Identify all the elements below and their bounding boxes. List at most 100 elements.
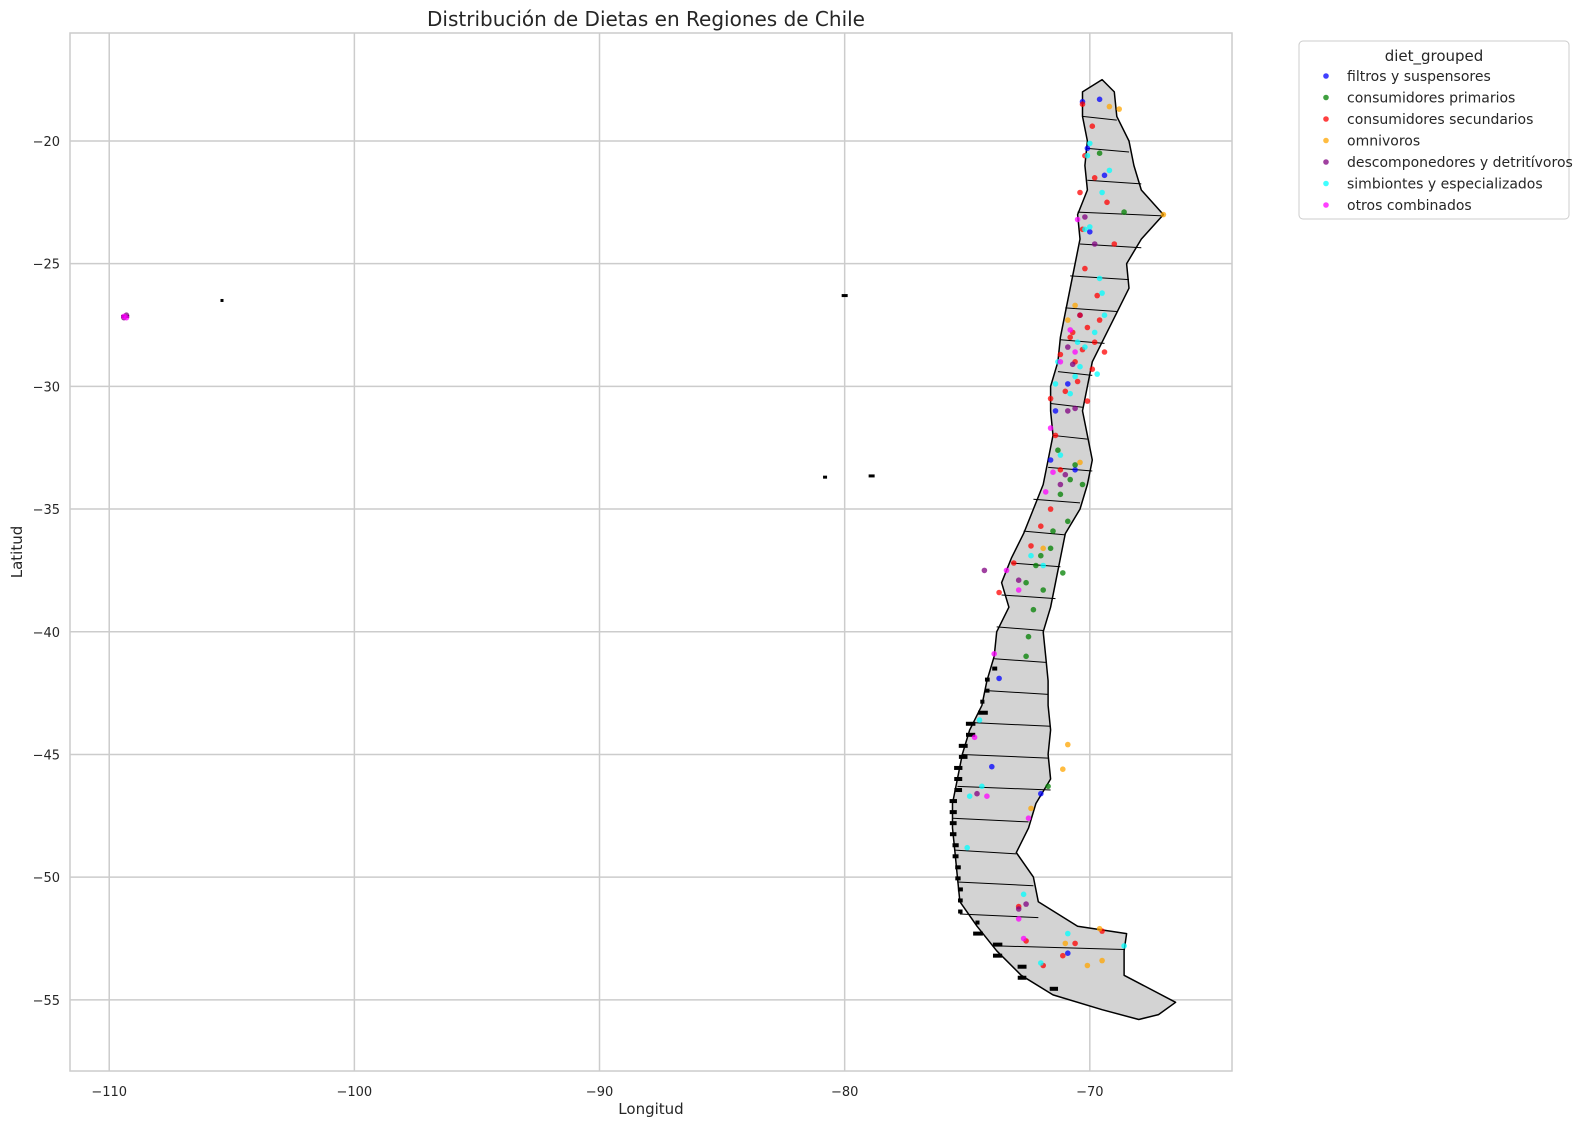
y-tick-label: −20 (33, 135, 60, 150)
island-fragment (958, 898, 963, 903)
data-point (1084, 145, 1091, 152)
data-point (1011, 560, 1017, 566)
island-fragment (992, 953, 1003, 958)
island-fragment (975, 920, 980, 925)
data-point (1077, 312, 1083, 319)
data-point (1111, 241, 1118, 247)
region-border (1087, 147, 1130, 153)
data-point (1015, 577, 1022, 583)
data-point (1091, 339, 1098, 346)
data-point (1084, 324, 1091, 331)
data-point (1025, 633, 1032, 640)
island-fragment (980, 699, 985, 704)
chart-title: Distribución de Dietas en Regiones de Ch… (427, 7, 865, 31)
data-point (1057, 467, 1064, 473)
x-tick-label: −90 (586, 1085, 613, 1100)
data-point (1065, 408, 1071, 414)
region-border (1077, 211, 1164, 217)
region-border (957, 881, 1034, 887)
data-point (1087, 224, 1093, 230)
data-point (1052, 408, 1059, 414)
data-point (1094, 292, 1100, 299)
data-point (1028, 805, 1034, 812)
series-3 (1028, 103, 1167, 969)
island-fragment (992, 942, 1003, 947)
data-point (974, 790, 980, 797)
data-point (1087, 140, 1093, 147)
data-point (1062, 388, 1069, 395)
data-point (1033, 562, 1039, 569)
y-tick-label: −25 (33, 258, 60, 273)
region-border (957, 785, 1051, 791)
data-point (1121, 209, 1127, 215)
data-point (1047, 425, 1054, 431)
legend-items: filtros y suspensores consumidores primar… (1323, 69, 1573, 214)
data-point (989, 763, 995, 770)
island (868, 474, 875, 478)
data-point (1003, 567, 1010, 574)
data-point (1101, 172, 1108, 179)
island-fragment (952, 843, 959, 848)
island-fragment (954, 765, 963, 770)
data-point (1060, 952, 1066, 959)
data-point (1091, 175, 1098, 181)
data-point (1099, 189, 1105, 196)
region-border (1079, 243, 1142, 249)
data-point (1160, 211, 1167, 218)
data-point (121, 313, 127, 320)
region-border (1052, 434, 1088, 440)
data-point (1091, 329, 1098, 336)
y-axis-ticks: −20 −25 −30 −35 −40 −45 −50 −55 (33, 135, 60, 1009)
data-point (1057, 359, 1064, 365)
data-point (1067, 476, 1073, 483)
legend-label: consumidores secundarios (1347, 112, 1533, 128)
data-point (1047, 545, 1054, 552)
region-border (1001, 594, 1056, 600)
region-border (969, 722, 1051, 727)
legend-title: diet_grouped (1385, 47, 1484, 66)
data-point (1038, 960, 1044, 966)
data-point (1101, 349, 1108, 355)
data-point (1094, 371, 1100, 377)
data-point (1047, 506, 1054, 512)
data-point (996, 589, 1002, 596)
data-point (1038, 523, 1044, 529)
data-point (971, 734, 978, 741)
legend-marker (1323, 180, 1329, 187)
island-fragment (978, 710, 988, 715)
data-point (1082, 265, 1088, 272)
data-point (1077, 363, 1083, 370)
data-point (1023, 579, 1029, 586)
data-point (1057, 351, 1064, 358)
data-point (1091, 241, 1098, 247)
data-point (981, 567, 988, 574)
legend-label: simbiontes y especializados (1347, 177, 1543, 193)
data-point (1079, 101, 1086, 107)
data-point (1072, 302, 1078, 309)
data-point (979, 783, 985, 790)
data-point (1047, 457, 1054, 463)
legend-marker (1323, 73, 1329, 79)
region-border (986, 690, 1049, 695)
region-border (996, 626, 1044, 632)
data-point (984, 793, 990, 799)
data-point (1096, 275, 1103, 282)
data-point (1067, 334, 1073, 341)
y-tick-label: −35 (33, 503, 60, 518)
island (841, 294, 848, 298)
data-point (1072, 462, 1078, 468)
data-point (1065, 381, 1071, 387)
data-point (1050, 469, 1056, 476)
region-border (1048, 466, 1093, 472)
data-point (1096, 925, 1103, 932)
legend-marker (1323, 116, 1329, 122)
x-tick-label: −70 (1076, 1085, 1103, 1100)
data-point (976, 717, 983, 723)
data-point (1072, 349, 1078, 355)
data-point (1057, 452, 1064, 458)
data-point (1104, 199, 1110, 206)
region-border (1023, 530, 1066, 536)
island-fragment (1049, 986, 1059, 991)
data-point (1060, 570, 1066, 576)
